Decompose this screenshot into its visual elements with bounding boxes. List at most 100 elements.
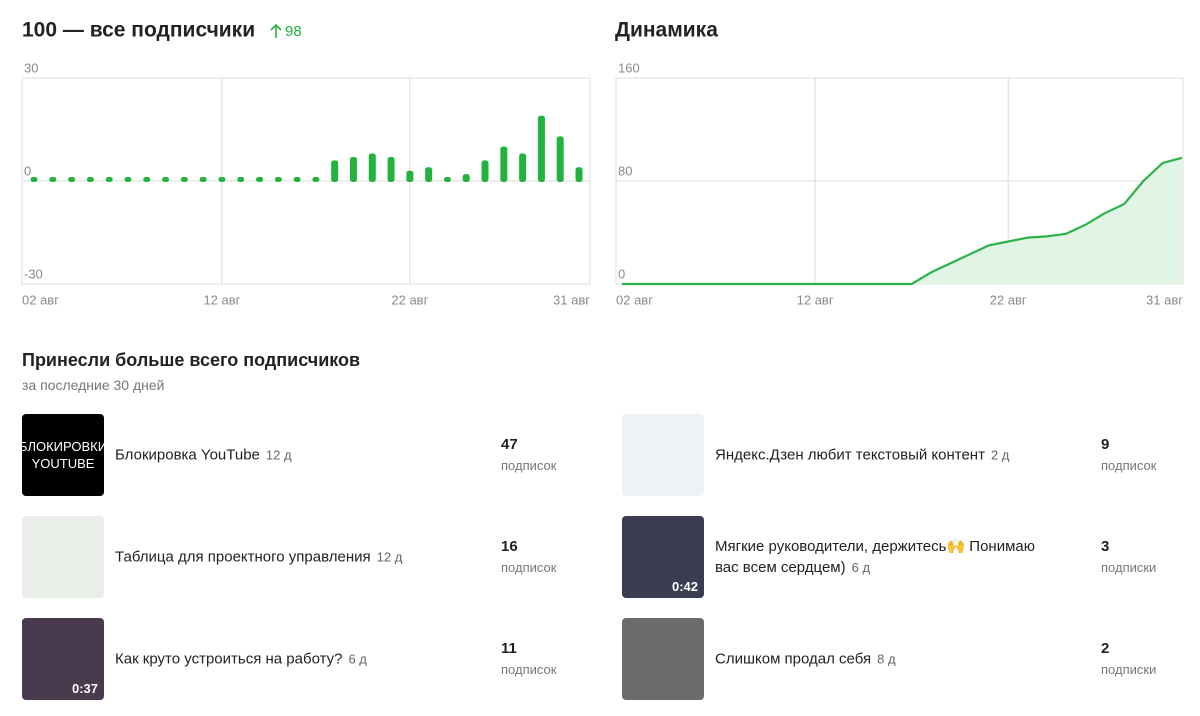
thumbnail: БЛОКИРОВКИ YOUTUBE xyxy=(22,414,104,496)
growth-value: 98 xyxy=(285,23,302,40)
bar xyxy=(406,170,414,182)
bar xyxy=(274,177,282,182)
x-tick-label: 12 авг xyxy=(203,292,240,307)
item-title: Мягкие руководители, держитесь🙌 Понимаю … xyxy=(715,538,1035,576)
bar xyxy=(537,115,545,182)
bar xyxy=(368,153,376,182)
line xyxy=(622,156,1183,286)
x-tick-label: 22 авг xyxy=(990,292,1027,307)
item-unit: подписки xyxy=(1101,662,1157,677)
item-unit: подписки xyxy=(1101,560,1157,575)
item-count: 3 xyxy=(1101,538,1110,555)
y-tick-label: 30 xyxy=(24,60,38,75)
thumbnail xyxy=(22,516,104,598)
growth-arrow xyxy=(270,23,282,38)
bar xyxy=(180,177,188,182)
item-title-wrap: Слишком продал себя 8 д xyxy=(715,649,1060,670)
list-title: Принесли больше всего подписчиков xyxy=(22,350,361,370)
bar xyxy=(293,177,301,182)
chart-title: 100 — все подписчики xyxy=(22,19,255,42)
item-unit: подписок xyxy=(501,458,557,473)
item-count: 11 xyxy=(501,640,517,657)
bar xyxy=(575,167,583,182)
chart-title: Динамика xyxy=(615,19,718,42)
item-age: 2 д xyxy=(990,447,1010,463)
item-title: Блокировка YouTube xyxy=(115,446,260,464)
thumbnail xyxy=(622,414,704,496)
bar xyxy=(425,167,433,182)
y-tick-label: 80 xyxy=(618,163,632,178)
item-age: 8 д xyxy=(877,651,896,667)
bar xyxy=(68,177,76,182)
item-age: 12 д xyxy=(265,447,292,463)
item-unit: подписок xyxy=(501,560,557,575)
bar xyxy=(556,136,564,182)
item-title-wrap: Мягкие руководители, держитесь🙌 Понимаю … xyxy=(715,536,1060,578)
bar xyxy=(519,153,527,182)
item-count: 47 xyxy=(501,436,518,453)
list-item: 0:42 Мягкие руководители, держитесь🙌 Пони… xyxy=(622,516,1200,598)
x-tick-label: 22 авг xyxy=(391,292,428,307)
thumbnail xyxy=(622,618,704,700)
item-count: 9 xyxy=(1101,436,1110,453)
thumbnail: 0:42 xyxy=(622,516,704,598)
bar xyxy=(349,156,357,182)
item-age: 6 д xyxy=(851,560,871,575)
list-item: БЛОКИРОВКИ YOUTUBE Блокировка YouTube 12 д… xyxy=(22,414,602,496)
y-tick-label: 160 xyxy=(618,60,640,75)
bar xyxy=(387,156,395,182)
item-title-wrap: Таблица для проектного управления 12 д xyxy=(115,547,460,568)
x-tick-label: 31 авг xyxy=(1146,292,1183,307)
item-count: 16 xyxy=(501,538,518,555)
item-title-wrap: Блокировка YouTube 12 д xyxy=(115,445,460,466)
x-tick-label: 02 авг xyxy=(22,292,59,307)
bar xyxy=(256,177,264,182)
bar xyxy=(162,177,170,182)
charts: 100 — все подписчики 98 Динамика 02 авг 1… xyxy=(21,19,1184,307)
item-age: 6 д xyxy=(348,651,367,667)
bar xyxy=(124,177,132,182)
list-header: Принесли больше всего подписчиков за пос… xyxy=(22,350,360,393)
list-item: Яндекс.Дзен любит текстовый контент 2 д 9 п… xyxy=(622,414,1200,496)
duration: 0:37 xyxy=(71,681,98,696)
item-title-wrap: Как круто устроиться на работу? 6 д xyxy=(115,649,460,670)
bar xyxy=(462,174,470,182)
y-tick-label: -30 xyxy=(24,266,43,281)
item-age: 12 д xyxy=(376,549,403,565)
thumbnail-text: БЛОКИРОВКИ YOUTUBE xyxy=(22,439,104,471)
list-item: Слишком продал себя 8 д 2 подписки xyxy=(622,618,1200,700)
area xyxy=(622,157,1182,284)
item-title: Слишком продал себя xyxy=(715,650,872,668)
bar xyxy=(312,177,320,182)
bar xyxy=(481,160,489,182)
x-tick-label: 12 авг xyxy=(797,292,834,307)
list-subtitle: за последние 30 дней xyxy=(22,377,165,393)
x-tick-label: 31 авг xyxy=(553,292,590,307)
duration: 0:42 xyxy=(671,579,698,594)
bar xyxy=(49,177,57,182)
x-tick-label: 02 авг xyxy=(616,292,653,307)
item-count: 2 xyxy=(1101,640,1110,657)
bar xyxy=(30,177,38,182)
bar xyxy=(500,146,508,182)
list-item: 0:37 Как круто устроиться на работу? 6 д 11… xyxy=(22,618,602,700)
y-tick-label: 0 xyxy=(618,266,625,281)
thumbnail: 0:37 xyxy=(22,618,104,700)
bar xyxy=(105,177,113,182)
item-title: Таблица для проектного управления xyxy=(115,548,371,566)
bar xyxy=(218,177,226,182)
item-title-wrap: Яндекс.Дзен любит текстовый контент 2 д xyxy=(715,445,1060,466)
item-title: Яндекс.Дзен любит текстовый контент xyxy=(715,446,985,464)
bar xyxy=(199,177,207,182)
bar xyxy=(443,177,451,182)
list-item: Таблица для проектного управления 12 д 16 п… xyxy=(22,516,602,598)
item-title: Как круто устроиться на работу? xyxy=(115,650,343,668)
bar xyxy=(331,160,339,182)
y-tick-label: 0 xyxy=(24,163,31,178)
bar xyxy=(237,177,245,182)
item-unit: подписок xyxy=(501,662,557,677)
item-unit: подписок xyxy=(1101,458,1157,473)
bar xyxy=(143,177,151,182)
